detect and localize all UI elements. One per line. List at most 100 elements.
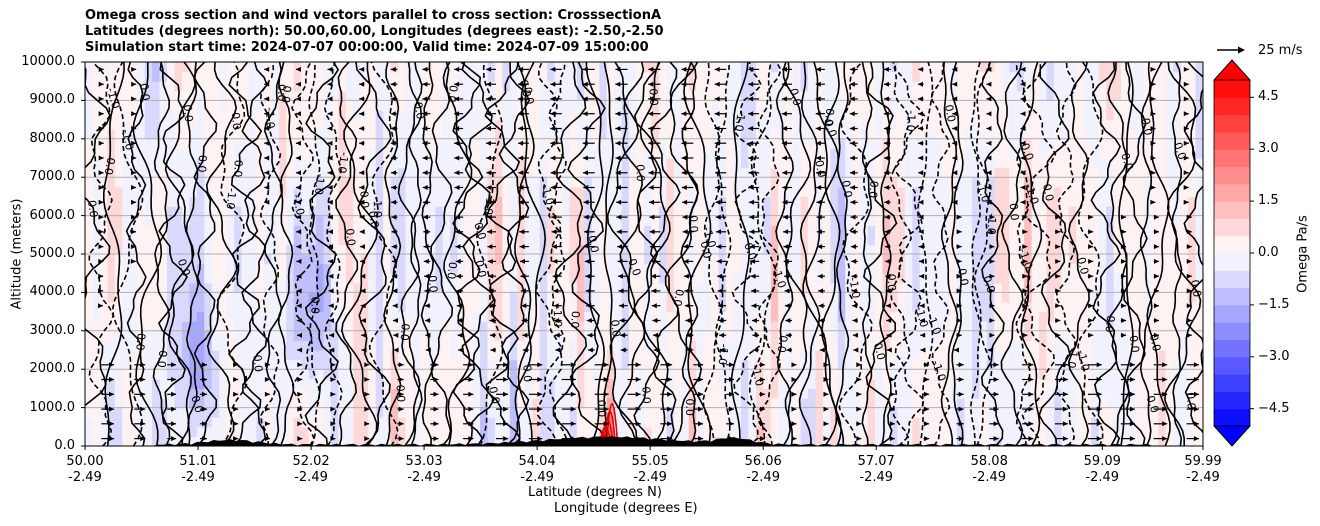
omega-cell <box>569 225 578 236</box>
omega-cell <box>293 398 302 409</box>
omega-cell <box>472 158 481 169</box>
omega-cell <box>658 340 667 351</box>
omega-cell <box>740 378 749 389</box>
omega-cell <box>189 62 198 73</box>
omega-cell <box>338 90 347 101</box>
omega-cell <box>666 350 675 361</box>
omega-cell <box>964 81 973 92</box>
omega-cell <box>882 263 891 274</box>
omega-cell <box>494 119 503 130</box>
omega-cell <box>957 340 966 351</box>
omega-cell <box>166 369 176 380</box>
omega-cell <box>957 167 966 178</box>
omega-cell <box>562 129 571 140</box>
omega-cell <box>330 215 340 226</box>
omega-cell <box>644 330 653 341</box>
y-tick-label: 10000.0 <box>21 54 75 69</box>
omega-cell <box>532 119 541 130</box>
omega-cell <box>673 186 682 197</box>
omega-cell <box>412 129 421 140</box>
omega-cell <box>211 177 220 188</box>
omega-cell <box>234 321 243 332</box>
omega-cell <box>636 321 645 332</box>
omega-cell <box>383 292 392 303</box>
omega-cell <box>860 138 869 149</box>
omega-cell <box>994 119 1003 130</box>
omega-cell <box>740 388 749 399</box>
omega-cell <box>494 138 503 149</box>
x-tick-lon: -2.49 <box>859 470 894 485</box>
omega-cell <box>241 311 250 322</box>
omega-cell <box>711 378 720 389</box>
omega-cell <box>837 138 846 149</box>
omega-cell <box>740 273 749 284</box>
omega-cell <box>666 388 675 399</box>
omega-cell <box>472 81 481 92</box>
omega-cell <box>711 129 720 140</box>
omega-cell <box>532 110 541 121</box>
omega-cell <box>785 254 794 265</box>
omega-cell <box>733 90 742 101</box>
omega-cell <box>137 378 146 389</box>
omega-cell <box>435 100 444 111</box>
omega-cell <box>658 100 667 111</box>
omega-cell <box>509 225 518 236</box>
omega-cell <box>852 177 861 188</box>
omega-cell <box>390 110 399 121</box>
omega-cell <box>99 417 108 428</box>
omega-cell <box>606 398 615 409</box>
omega-cell <box>904 388 913 399</box>
omega-cell <box>211 398 220 409</box>
omega-cell <box>301 292 310 303</box>
omega-cell <box>427 90 436 101</box>
omega-cell <box>904 100 913 111</box>
omega-cell <box>390 158 399 169</box>
omega-cell <box>420 282 429 293</box>
omega-cell <box>420 234 429 245</box>
omega-cell <box>591 311 600 322</box>
omega-cell <box>323 234 332 245</box>
omega-cell <box>576 62 585 73</box>
omega-cell <box>181 369 190 380</box>
omega-cell <box>681 71 690 82</box>
omega-cell <box>629 436 638 446</box>
omega-cell <box>867 302 876 313</box>
omega-cell <box>368 196 377 207</box>
omega-cell <box>420 215 429 226</box>
omega-cell <box>733 234 742 245</box>
omega-cell <box>793 436 802 446</box>
omega-cell <box>405 110 414 121</box>
omega-cell <box>845 225 854 236</box>
omega-cell <box>129 398 138 409</box>
omega-cell <box>576 186 585 197</box>
omega-cell <box>189 100 198 111</box>
omega-cell <box>107 206 116 217</box>
omega-cell <box>912 321 921 332</box>
omega-cell <box>629 129 638 140</box>
omega-cell <box>867 398 876 409</box>
omega-cell <box>554 215 563 226</box>
omega-cell <box>621 407 630 418</box>
omega-cell <box>353 378 362 389</box>
omega-cell <box>472 100 481 111</box>
omega-cell <box>204 244 213 255</box>
omega-cell <box>85 436 94 446</box>
omega-cell <box>412 302 421 313</box>
omega-cell <box>368 71 377 82</box>
y-tick-label: 7000.0 <box>29 169 76 185</box>
omega-cell <box>904 282 913 293</box>
omega-cell <box>427 340 436 351</box>
omega-cell <box>711 206 720 217</box>
omega-cell <box>815 110 824 121</box>
omega-cell <box>897 417 906 428</box>
omega-cell <box>957 110 966 121</box>
omega-cell <box>882 90 891 101</box>
omega-cell <box>666 398 675 409</box>
omega-cell <box>755 81 764 92</box>
omega-cell <box>271 196 280 207</box>
omega-cell <box>278 359 287 370</box>
omega-cell <box>159 167 168 178</box>
omega-cell <box>927 206 936 217</box>
omega-cell <box>591 378 600 389</box>
omega-cell <box>278 119 287 130</box>
